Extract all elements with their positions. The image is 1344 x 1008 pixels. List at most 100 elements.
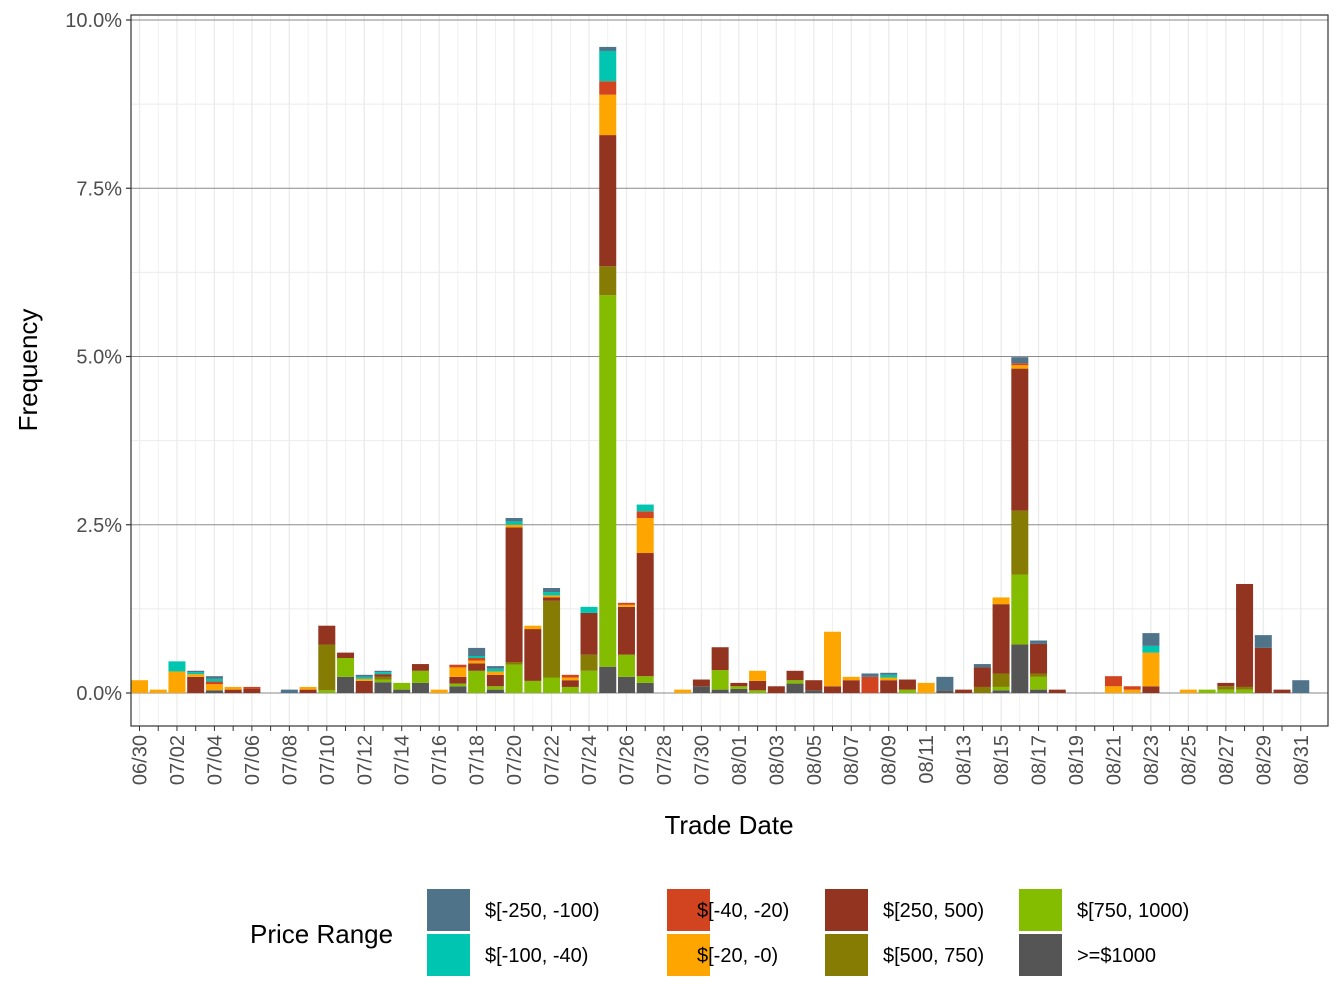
bar-segment (374, 679, 392, 683)
bar-segment (187, 670, 205, 673)
bar-segment (692, 686, 710, 693)
bar-segment (468, 655, 486, 659)
bar-segment (1236, 689, 1254, 693)
bar-segment (337, 676, 355, 693)
bar-segment (992, 597, 1010, 605)
bar-segment (861, 673, 879, 677)
x-tick-label: 08/17 (1029, 735, 1051, 785)
bar-segment (992, 604, 1010, 674)
bar-segment (599, 46, 617, 51)
bar-segment (767, 686, 785, 693)
bar-segment (898, 679, 916, 690)
legend-key (825, 934, 868, 976)
bar-segment (1030, 689, 1048, 693)
bar-segment (599, 81, 617, 95)
bar-segment (636, 682, 654, 693)
bar-segment (1142, 645, 1160, 653)
y-tick-label: 5.0% (76, 347, 122, 369)
bar-segment (486, 671, 504, 675)
bar-segment (355, 674, 373, 677)
bar-segment (880, 674, 898, 678)
bar-segment (599, 50, 617, 82)
bar-segment (1217, 682, 1235, 687)
x-tick-label: 08/31 (1291, 735, 1313, 785)
bar-segment (1048, 689, 1066, 693)
bar-segment (486, 668, 504, 672)
bar-segment (355, 676, 373, 679)
x-tick-label: 07/02 (167, 735, 189, 785)
y-tick-label: 2.5% (76, 515, 122, 537)
bar-segment (617, 606, 635, 655)
x-tick-label: 08/13 (954, 735, 976, 785)
bar-segment (973, 664, 991, 668)
bar-segment (224, 686, 242, 690)
bar-segment (992, 690, 1010, 693)
bar-segment (842, 676, 860, 681)
x-tick-label: 08/21 (1104, 735, 1126, 785)
bar-segment (711, 670, 729, 690)
bar-segment (168, 661, 186, 672)
legend-label: $[-20, -0) (697, 945, 778, 967)
bar-segment (505, 521, 523, 525)
x-tick-label: 07/28 (654, 735, 676, 785)
bar-segment (917, 682, 935, 693)
bar-segment (543, 595, 561, 598)
x-tick-label: 07/22 (542, 735, 564, 785)
bar-segment (580, 612, 598, 655)
bar-segment (543, 597, 561, 601)
bar-segment (1142, 652, 1160, 687)
bar-segment (1030, 643, 1048, 674)
x-tick-label: 08/27 (1216, 735, 1238, 785)
x-tick-label: 07/08 (279, 735, 301, 785)
legend-key (427, 889, 470, 931)
bar-segment (730, 688, 748, 693)
bar-segment (524, 625, 542, 630)
x-tick-label: 07/18 (467, 735, 489, 785)
x-tick-label: 07/06 (242, 735, 264, 785)
y-tick-label: 10.0% (65, 10, 122, 32)
bar-segment (599, 666, 617, 693)
bar-segment (524, 629, 542, 681)
bar-segment (1011, 368, 1029, 511)
bar-segment (280, 689, 298, 693)
legend-key (427, 934, 470, 976)
bar-segment (299, 689, 317, 693)
bar-segment (1011, 510, 1029, 575)
x-tick-label: 08/11 (916, 735, 938, 784)
legend-key (825, 889, 868, 931)
bar-segment (936, 690, 954, 693)
bar-segment (1254, 635, 1272, 648)
bar-segment (543, 588, 561, 593)
bar-segment (1011, 363, 1029, 366)
bar-segment (936, 676, 954, 691)
bar-segment (1030, 676, 1048, 690)
x-tick-label: 07/12 (354, 735, 376, 785)
bar-segment (1011, 574, 1029, 645)
x-tick-label: 07/24 (579, 735, 601, 785)
bar-segment (898, 689, 916, 693)
bar-segment (411, 682, 429, 693)
bar-segment (1142, 633, 1160, 646)
bar-segment (1292, 680, 1310, 693)
bar-segment (486, 686, 504, 690)
legend-label: $[-100, -40) (485, 945, 588, 967)
legend-title: Price Range (250, 919, 393, 949)
bar-segment (805, 680, 823, 691)
bar-segment (1030, 673, 1048, 677)
bar-segment (674, 689, 692, 693)
bar-segment (374, 682, 392, 693)
bar-segment (524, 680, 542, 693)
legend-label: >=$1000 (1077, 945, 1156, 967)
x-tick-label: 06/30 (130, 735, 152, 785)
bar-segment (430, 689, 448, 693)
bar-segment (131, 680, 148, 693)
bar-segment (617, 654, 635, 677)
y-axis-title: Frequency (13, 309, 43, 432)
bar-segment (355, 678, 373, 681)
x-tick-label: 08/09 (879, 735, 901, 785)
bar-segment (168, 671, 186, 693)
bar-segment (505, 527, 523, 663)
x-tick-label: 07/16 (429, 735, 451, 785)
bar-segment (318, 690, 336, 693)
legend: $[-250, -100) $[-100, -40) $[-40, -20) $[-2… (427, 889, 1189, 976)
